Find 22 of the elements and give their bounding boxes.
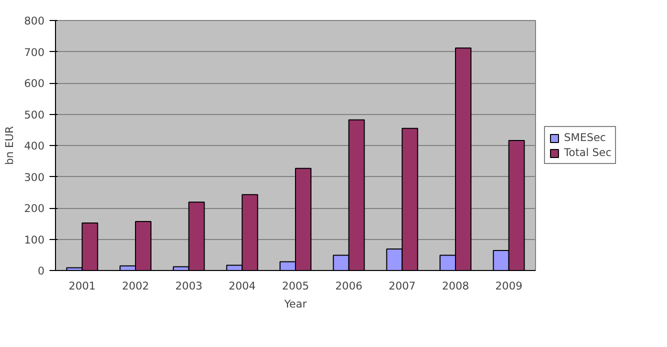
y-tick-label: 600 — [24, 77, 45, 90]
y-tick-label: 500 — [24, 108, 45, 122]
x-tick-label: 2004 — [228, 280, 256, 292]
x-tick-label: 2009 — [495, 280, 523, 292]
y-tick-label: 300 — [24, 170, 45, 184]
legend-label: SMESec — [564, 131, 606, 144]
x-tick-label: 2006 — [335, 280, 363, 292]
y-tick-label: 0 — [38, 264, 45, 278]
x-tick-label: 2008 — [442, 280, 470, 292]
x-tick-label: 2001 — [68, 280, 96, 292]
y-tick-label: 400 — [24, 140, 45, 152]
legend-label: Total Sec — [564, 146, 612, 159]
y-axis-title: bn EUR — [3, 125, 16, 165]
x-tick-label: 2002 — [122, 280, 150, 292]
x-tick-label: 2007 — [388, 280, 416, 292]
x-tick-label: 2003 — [175, 280, 202, 292]
y-tick-label: 700 — [24, 46, 45, 59]
x-axis-title: Year — [283, 298, 308, 310]
x-tick-label: 2005 — [282, 280, 310, 292]
y-tick-label: 800 — [24, 14, 45, 28]
y-tick-label: 200 — [24, 202, 45, 215]
y-tick-label: 100 — [24, 233, 45, 246]
